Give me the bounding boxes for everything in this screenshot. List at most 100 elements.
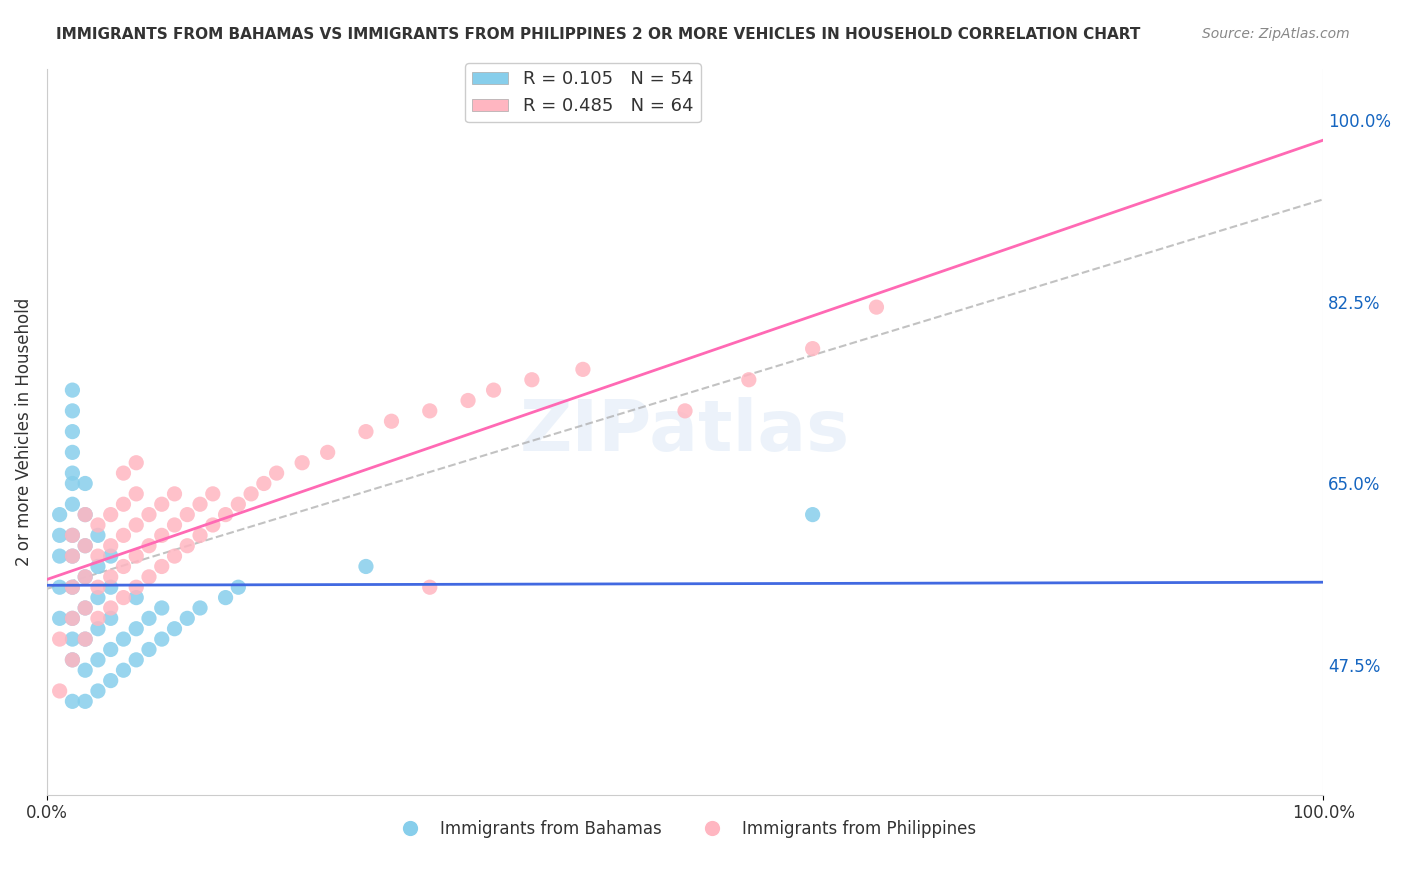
Point: [87, 580, 110, 594]
Point: [87, 528, 110, 542]
Point: [62, 580, 84, 594]
Point: [112, 497, 135, 511]
Point: [163, 487, 186, 501]
Point: [87, 622, 110, 636]
Point: [188, 601, 211, 615]
Point: [354, 559, 377, 574]
Point: [48, 580, 70, 594]
Point: [100, 642, 122, 657]
Point: [291, 456, 314, 470]
Point: [354, 425, 377, 439]
Text: Source: ZipAtlas.com: Source: ZipAtlas.com: [1202, 27, 1350, 41]
Point: [316, 445, 339, 459]
Point: [100, 570, 122, 584]
Point: [62, 632, 84, 646]
Text: ZIPatlas: ZIPatlas: [520, 397, 851, 467]
Point: [62, 404, 84, 418]
Point: [75, 570, 97, 584]
Point: [125, 549, 148, 563]
Point: [228, 497, 250, 511]
Y-axis label: 2 or more Vehicles in Household: 2 or more Vehicles in Household: [15, 298, 32, 566]
Point: [112, 528, 135, 542]
Point: [214, 591, 236, 605]
Point: [75, 601, 97, 615]
Point: [150, 601, 173, 615]
Point: [62, 549, 84, 563]
Point: [112, 466, 135, 480]
Point: [266, 466, 288, 480]
Point: [100, 539, 122, 553]
Point: [482, 383, 505, 397]
Point: [62, 528, 84, 542]
Point: [176, 508, 198, 522]
Point: [125, 456, 148, 470]
Point: [75, 663, 97, 677]
Point: [150, 559, 173, 574]
Point: [150, 632, 173, 646]
Point: [75, 539, 97, 553]
Point: [75, 570, 97, 584]
Point: [75, 476, 97, 491]
Point: [738, 373, 761, 387]
Point: [100, 601, 122, 615]
Point: [62, 497, 84, 511]
Point: [100, 580, 122, 594]
Point: [201, 487, 224, 501]
Point: [112, 663, 135, 677]
Point: [100, 508, 122, 522]
Point: [87, 684, 110, 698]
Point: [240, 487, 263, 501]
Point: [150, 497, 173, 511]
Point: [865, 300, 887, 314]
Point: [419, 580, 441, 594]
Point: [125, 487, 148, 501]
Point: [228, 580, 250, 594]
Point: [100, 673, 122, 688]
Point: [801, 342, 824, 356]
Point: [62, 425, 84, 439]
Point: [188, 528, 211, 542]
Point: [62, 653, 84, 667]
Point: [62, 580, 84, 594]
Point: [380, 414, 402, 428]
Point: [62, 549, 84, 563]
Point: [125, 653, 148, 667]
Legend: Immigrants from Bahamas, Immigrants from Philippines: Immigrants from Bahamas, Immigrants from…: [387, 814, 983, 845]
Point: [100, 549, 122, 563]
Point: [138, 611, 160, 625]
Point: [125, 580, 148, 594]
Point: [457, 393, 479, 408]
Point: [62, 476, 84, 491]
Point: [75, 632, 97, 646]
Point: [801, 508, 824, 522]
Point: [87, 518, 110, 533]
Point: [75, 539, 97, 553]
Point: [176, 611, 198, 625]
Point: [75, 508, 97, 522]
Point: [62, 611, 84, 625]
Point: [112, 559, 135, 574]
Point: [138, 539, 160, 553]
Point: [176, 539, 198, 553]
Text: IMMIGRANTS FROM BAHAMAS VS IMMIGRANTS FROM PHILIPPINES 2 OR MORE VEHICLES IN HOU: IMMIGRANTS FROM BAHAMAS VS IMMIGRANTS FR…: [56, 27, 1140, 42]
Point: [62, 653, 84, 667]
Point: [125, 518, 148, 533]
Point: [75, 508, 97, 522]
Point: [75, 632, 97, 646]
Point: [125, 591, 148, 605]
Point: [48, 549, 70, 563]
Point: [163, 622, 186, 636]
Point: [163, 549, 186, 563]
Point: [138, 642, 160, 657]
Point: [75, 601, 97, 615]
Point: [62, 445, 84, 459]
Point: [112, 632, 135, 646]
Point: [572, 362, 595, 376]
Point: [100, 611, 122, 625]
Point: [419, 404, 441, 418]
Point: [62, 611, 84, 625]
Point: [87, 611, 110, 625]
Point: [673, 404, 696, 418]
Point: [150, 528, 173, 542]
Point: [48, 632, 70, 646]
